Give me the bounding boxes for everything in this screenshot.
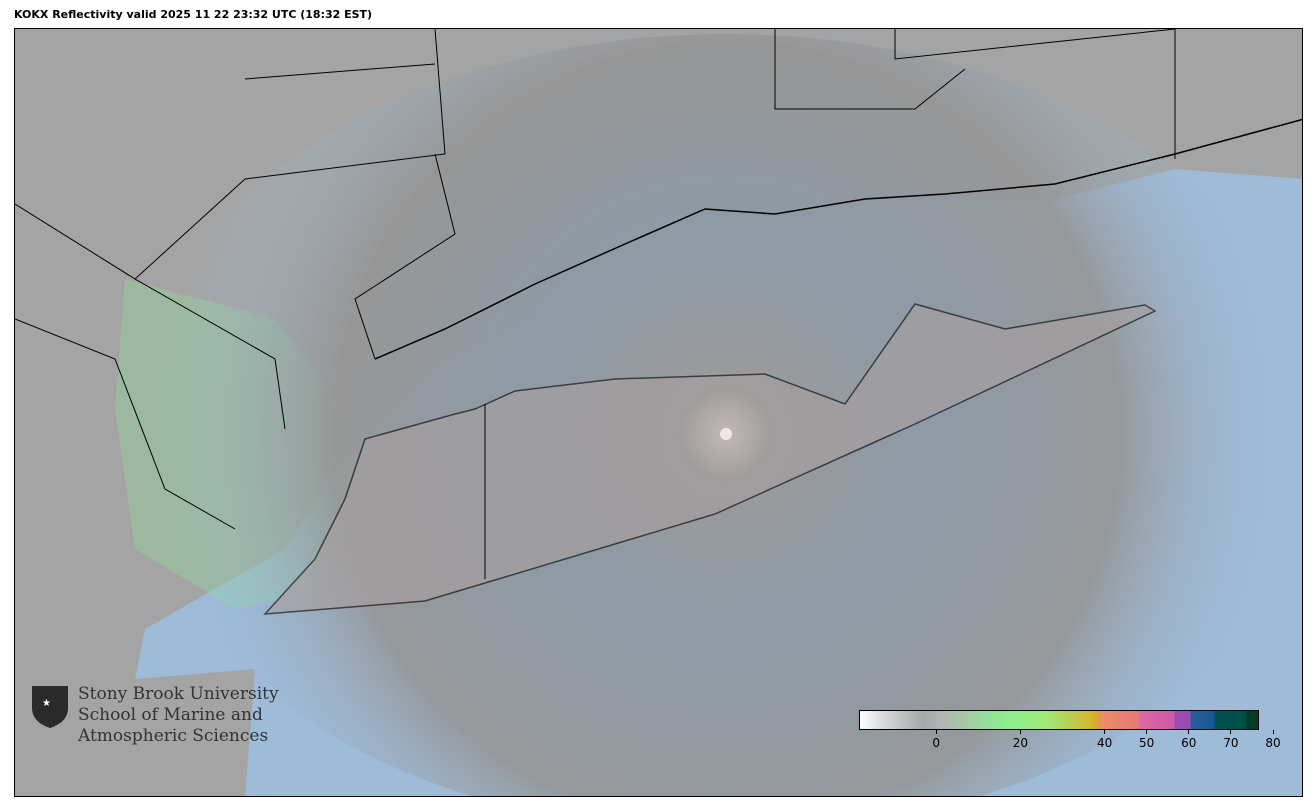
logo-line-3: Atmospheric Sciences <box>78 726 269 746</box>
colorbar-tick-label: 40 <box>1096 736 1113 750</box>
colorbar-tick-label: 50 <box>1139 736 1155 750</box>
map-canvas <box>15 29 1302 796</box>
colorbar-tick-label: 60 <box>1181 736 1197 750</box>
colorbar-tick-label: 20 <box>1012 736 1028 750</box>
shield-logo-icon: ★ <box>32 686 68 728</box>
state-borders <box>15 29 1176 579</box>
colorbar-tick-label: 70 <box>1223 736 1239 750</box>
colorbar-tick <box>1019 730 1021 734</box>
plot-title: KOKX Reflectivity valid 2025 11 22 23:32… <box>14 8 373 21</box>
logo-line-2: School of Marine and <box>78 705 263 725</box>
colorbar-tick-label: 80 <box>1265 736 1281 750</box>
colorbar-tick <box>1230 730 1232 734</box>
colorbar-tick <box>1188 730 1190 734</box>
reflectivity-colorbar <box>859 710 1259 730</box>
colorbar-tick <box>1272 730 1274 734</box>
connecticut-coast <box>374 118 1302 360</box>
long-island <box>263 303 1157 615</box>
colorbar-tick <box>1104 730 1106 734</box>
sbu-somas-logo: ★ Stony Brook University School of Marin… <box>30 684 279 747</box>
colorbar-tick <box>935 730 937 734</box>
radar-site-marker <box>720 428 732 440</box>
radar-map <box>14 28 1303 797</box>
logo-line-1: Stony Brook University <box>78 684 279 704</box>
svg-text:★: ★ <box>42 698 51 709</box>
colorbar-tick <box>1146 730 1148 734</box>
colorbar-tick-label: 0 <box>932 736 940 750</box>
